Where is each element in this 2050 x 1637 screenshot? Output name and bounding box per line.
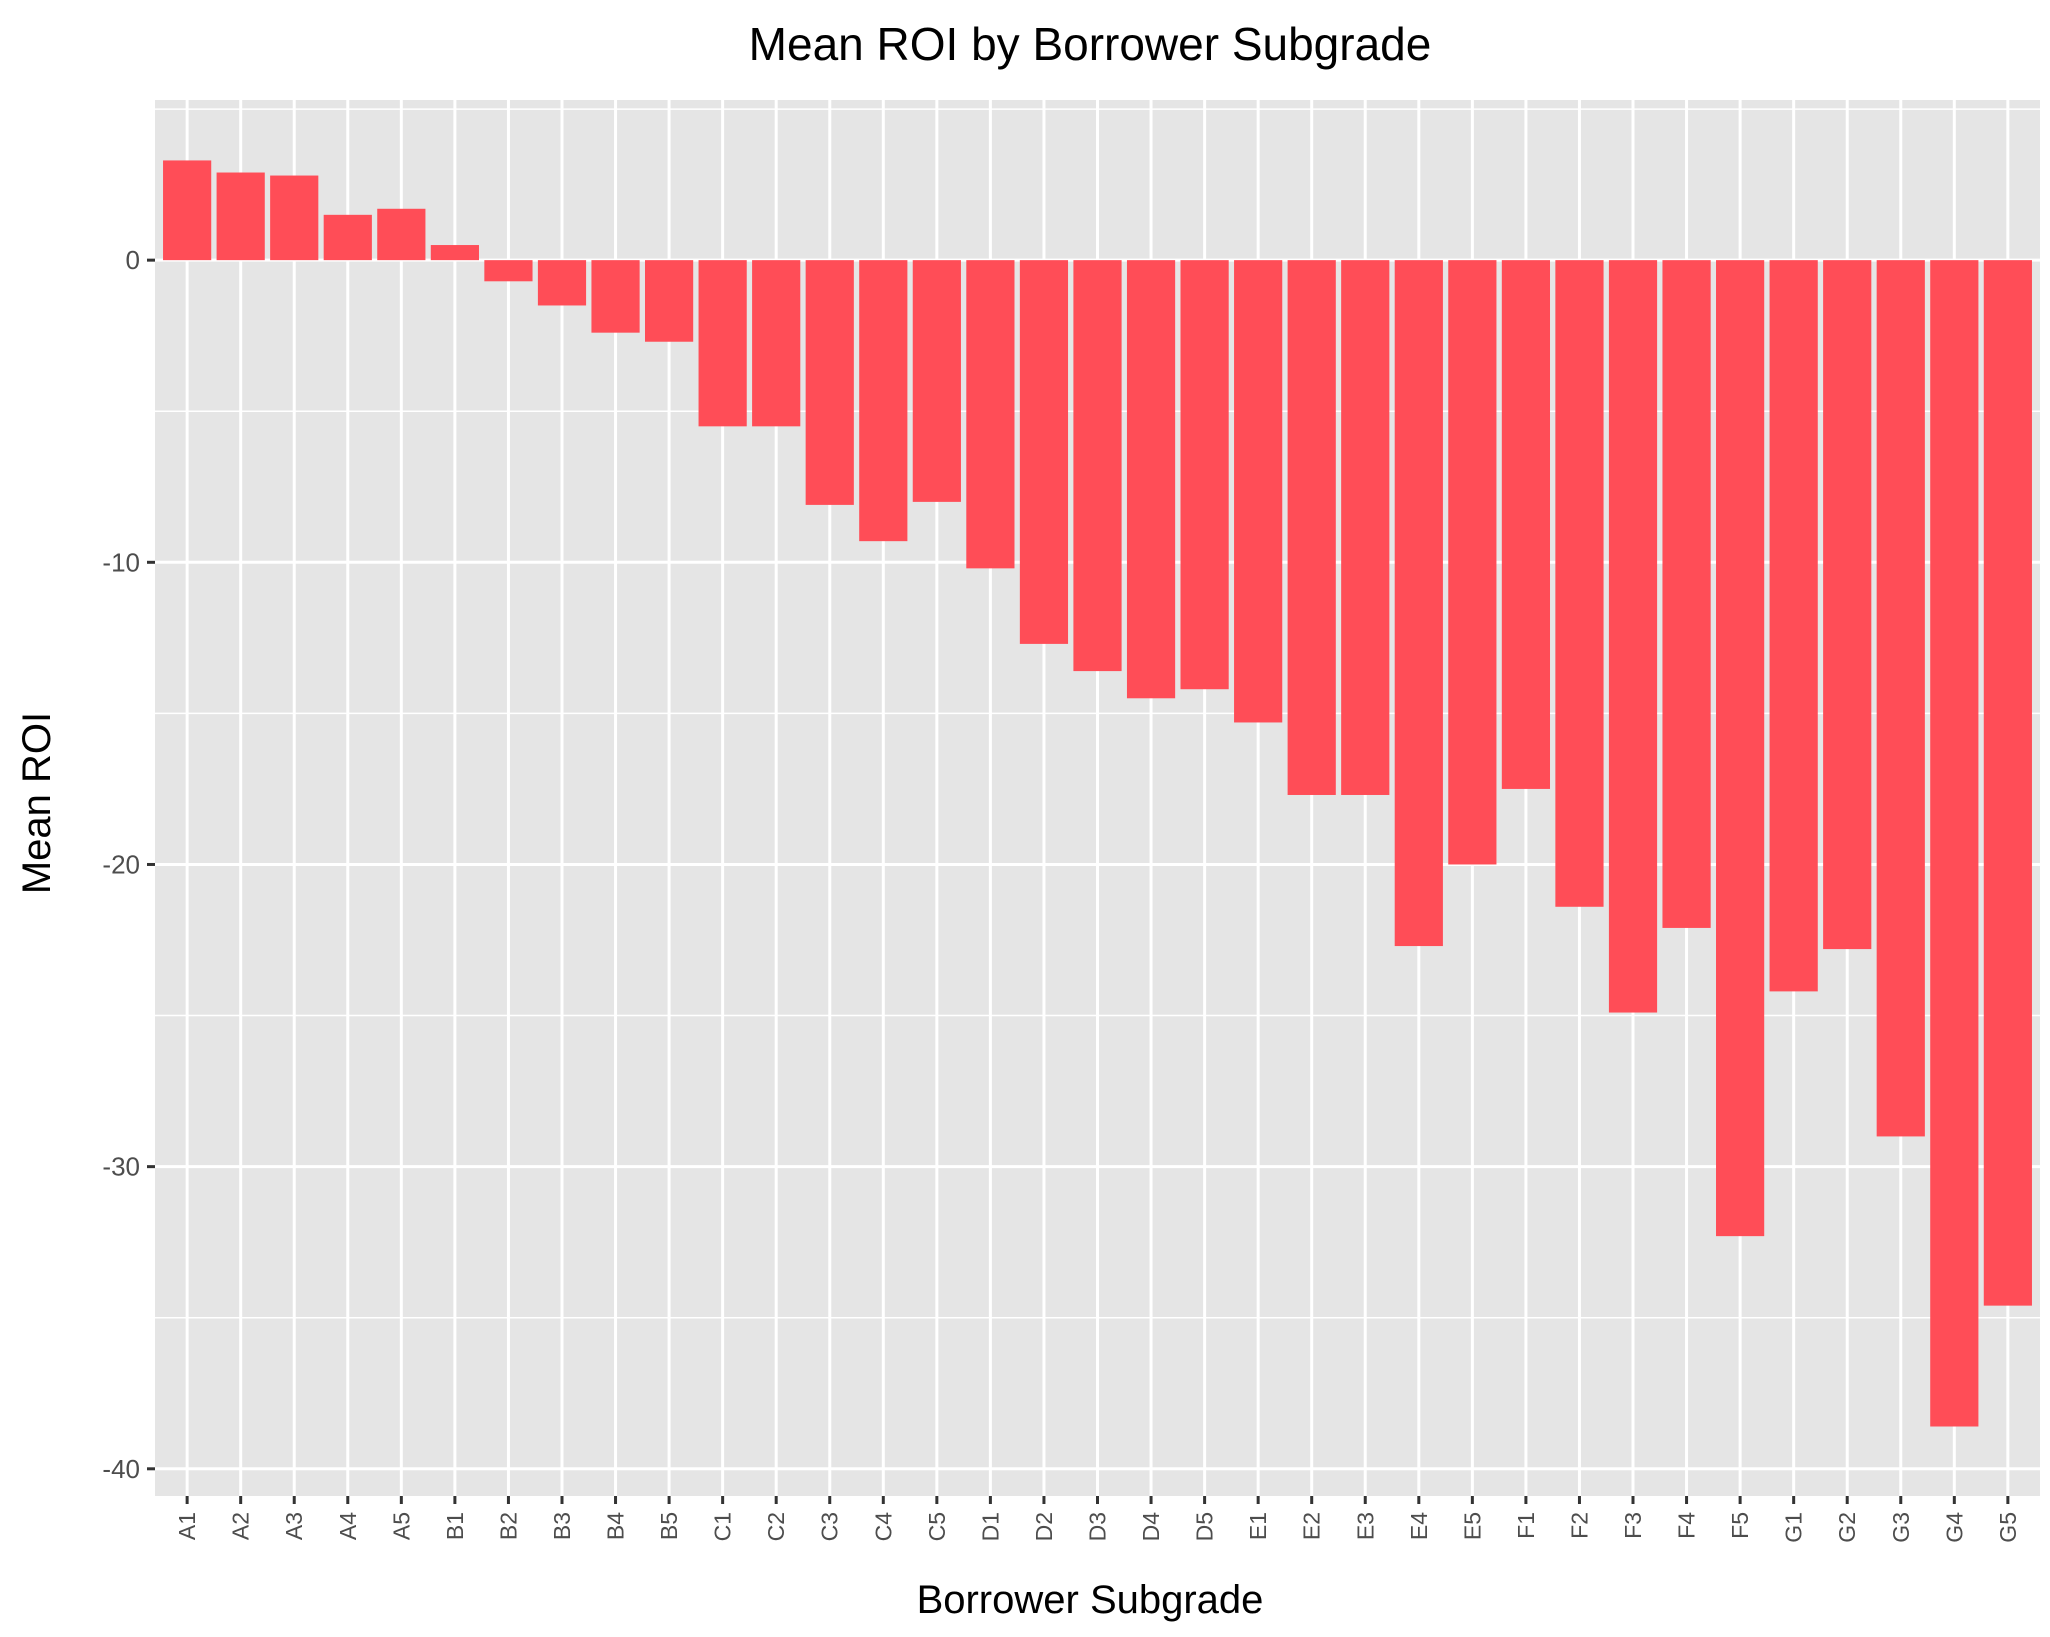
bar-c1	[698, 260, 747, 427]
x-tick-label: G1	[1781, 1512, 1807, 1543]
bar-g4	[1930, 260, 1979, 1427]
bar-g5	[1983, 260, 2032, 1306]
x-tick-label: F2	[1566, 1512, 1592, 1539]
x-tick-label: C4	[870, 1512, 896, 1542]
bar-g2	[1823, 260, 1872, 950]
y-tick-label: -30	[102, 1152, 140, 1182]
bar-b4	[591, 260, 640, 333]
y-axis: 0 -10 -20 -30 -40	[102, 245, 155, 1484]
x-axis: A1 A2 A3 A4 A5 B1 B2 B3 B4 B5 C1 C2 C3 C4 C5 D1 D2 D3 D4 D5…	[174, 1496, 2021, 1543]
bar-f5	[1716, 260, 1765, 1237]
x-tick-label: D5	[1192, 1512, 1218, 1541]
bar-c3	[805, 260, 854, 505]
bar-a5	[377, 208, 426, 261]
x-tick-label: D2	[1031, 1512, 1057, 1541]
x-tick-label: E2	[1299, 1512, 1325, 1540]
bar-d2	[1019, 260, 1069, 644]
bar-e5	[1448, 260, 1497, 865]
bar-d1	[966, 260, 1015, 569]
bar-g1	[1769, 260, 1818, 992]
bar-e3	[1341, 260, 1390, 795]
x-tick-label: D3	[1085, 1512, 1111, 1541]
x-tick-label: A1	[174, 1512, 200, 1540]
bar-f3	[1608, 260, 1658, 1013]
x-tick-label: G3	[1888, 1512, 1914, 1543]
x-tick-label: B2	[495, 1512, 521, 1540]
chart-title: Mean ROI by Borrower Subgrade	[749, 18, 1432, 70]
x-tick-label: A2	[228, 1512, 254, 1540]
x-tick-label: G2	[1834, 1512, 1860, 1543]
y-tick-label: 0	[126, 245, 140, 275]
bar-d5	[1180, 260, 1229, 690]
bar-a1	[163, 160, 212, 261]
bar-e4	[1394, 260, 1443, 947]
bar-a2	[216, 172, 265, 261]
x-tick-label: C3	[817, 1512, 843, 1541]
bars	[163, 160, 2032, 1427]
bar-b2	[484, 260, 533, 282]
x-tick-label: F4	[1674, 1512, 1700, 1539]
bar-b3	[537, 260, 587, 306]
bar-f1	[1501, 260, 1551, 789]
bar-f2	[1555, 260, 1604, 907]
bar-a4	[323, 214, 372, 261]
bar-c4	[859, 260, 908, 542]
y-tick-label: -40	[102, 1454, 140, 1484]
bar-c5	[912, 260, 961, 502]
x-tick-label: B1	[442, 1512, 468, 1540]
bar-d4	[1126, 260, 1176, 699]
bar-a3	[270, 175, 319, 261]
x-tick-label: E3	[1352, 1512, 1378, 1540]
x-tick-label: D4	[1138, 1512, 1164, 1542]
x-tick-label: A5	[388, 1512, 414, 1540]
x-tick-label: C1	[710, 1512, 736, 1541]
x-axis-title: Borrower Subgrade	[917, 1578, 1264, 1622]
x-tick-label: F3	[1620, 1512, 1646, 1539]
x-tick-label: C5	[924, 1512, 950, 1541]
x-tick-label: E4	[1406, 1512, 1432, 1540]
x-tick-label: B3	[549, 1512, 575, 1540]
bar-e2	[1287, 260, 1336, 795]
x-tick-label: E5	[1459, 1512, 1485, 1540]
x-tick-label: B4	[603, 1512, 629, 1540]
bar-g3	[1876, 260, 1925, 1137]
x-tick-label: B5	[656, 1512, 682, 1540]
x-tick-label: F5	[1727, 1512, 1753, 1539]
x-tick-label: A4	[335, 1512, 361, 1540]
bar-d3	[1073, 260, 1122, 672]
x-tick-label: G5	[1995, 1512, 2021, 1543]
x-tick-label: E1	[1245, 1512, 1271, 1540]
x-tick-label: G4	[1941, 1512, 1967, 1543]
y-tick-label: -20	[102, 849, 140, 879]
bar-b1	[430, 245, 479, 261]
bar-e1	[1234, 260, 1283, 723]
x-tick-label: C2	[763, 1512, 789, 1541]
y-tick-label: -10	[102, 547, 140, 577]
x-tick-label: D1	[977, 1512, 1003, 1541]
y-axis-title: Mean ROI	[15, 712, 59, 894]
x-tick-label: F1	[1513, 1512, 1539, 1539]
x-tick-label: A3	[281, 1512, 307, 1540]
bar-b5	[644, 260, 694, 342]
bar-f4	[1662, 260, 1711, 928]
bar-c2	[752, 260, 801, 427]
